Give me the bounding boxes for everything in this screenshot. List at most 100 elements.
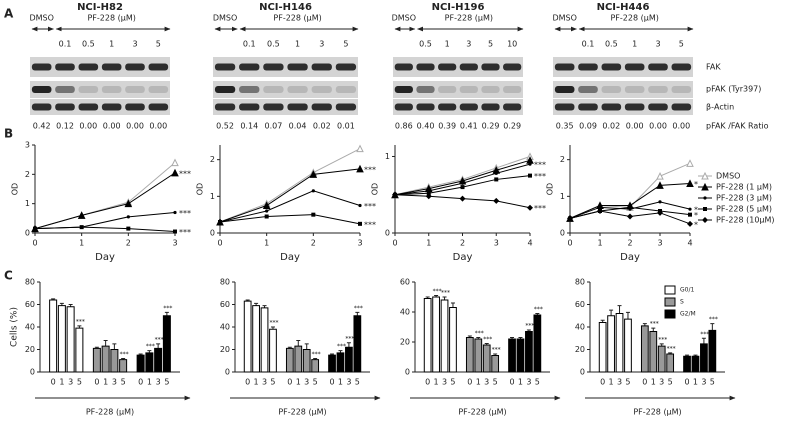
marker: [264, 214, 269, 219]
significance: ***: [492, 347, 501, 354]
x-tick-label: 5: [668, 378, 673, 387]
band: [335, 63, 357, 71]
marker: [688, 207, 692, 211]
x-tick-label: 0: [32, 239, 37, 248]
band: [671, 63, 692, 71]
x-tick-label: 3: [262, 378, 267, 387]
dose: 1: [295, 40, 300, 49]
marker: [425, 193, 432, 200]
bar: [136, 354, 145, 373]
y-tick-label: 20: [575, 345, 585, 354]
ratio: 0.86: [395, 122, 413, 131]
ratio: 0.09: [579, 122, 597, 131]
x-tick-label: 0: [642, 378, 647, 387]
significance: ***: [345, 335, 354, 342]
y-tick-label: 60: [400, 278, 410, 287]
blot-strip: [393, 57, 523, 77]
y-tick-label: 0: [30, 368, 35, 377]
bar: [353, 315, 362, 373]
band: [624, 63, 645, 71]
legend-label: PF-228 (5 μM): [716, 205, 772, 214]
marker: [687, 220, 693, 227]
y-tick-label: 60: [25, 300, 35, 309]
x-tick-label: 3: [657, 239, 662, 248]
dose: 0.5: [82, 40, 95, 49]
x-tick-label: 0: [392, 239, 397, 248]
bar: [110, 349, 119, 373]
legend-label: DMSO: [716, 172, 740, 181]
bar: [607, 315, 615, 373]
marker: [567, 215, 573, 222]
axis: [569, 145, 690, 234]
significance: ***: [337, 343, 346, 350]
band: [78, 63, 99, 71]
x-tick-label: 3: [442, 378, 447, 387]
band: [601, 86, 622, 93]
y-tick-label: 0: [25, 229, 30, 238]
x-tick-label: 3: [526, 378, 531, 387]
y-tick-label: 40: [25, 323, 35, 332]
bar: [154, 347, 163, 373]
significance: ***: [312, 351, 321, 358]
significance: ***: [146, 343, 155, 350]
y-tick-label: 2: [210, 155, 215, 164]
bar: [119, 359, 128, 373]
ratio: 0.02: [313, 122, 331, 131]
marker: [356, 164, 364, 173]
significance: ***: [534, 204, 546, 213]
band: [125, 103, 145, 111]
marker: [657, 209, 663, 216]
bar: [657, 345, 666, 373]
bar: [92, 347, 101, 373]
band: [335, 103, 357, 111]
bar: [465, 337, 474, 373]
band: [125, 86, 145, 93]
bar: [700, 343, 708, 373]
x-tick-label: 1: [476, 378, 481, 387]
panel-label: C: [4, 269, 13, 283]
x-tick-label: 1: [693, 378, 698, 387]
line: [34, 211, 176, 230]
x-tick-label: 0: [509, 378, 514, 387]
band: [239, 63, 260, 71]
dose: 1: [632, 40, 637, 49]
bar: [328, 354, 336, 373]
band: [394, 86, 413, 93]
y-tick-label: 60: [220, 300, 230, 309]
y-tick-label: 60: [575, 300, 585, 309]
band: [503, 103, 522, 111]
significance: ***: [354, 305, 363, 312]
x-tick-label: 1: [147, 378, 152, 387]
x-tick-label: 2: [460, 239, 465, 248]
cell-line: NCI-H146: [259, 2, 312, 13]
x-tick-label: 0: [467, 378, 472, 387]
bar: [508, 338, 516, 373]
x-axis-label: PF-228 (μM): [633, 408, 681, 417]
y-tick-label: 20: [220, 345, 230, 354]
band: [263, 63, 284, 71]
blot-strip: [213, 57, 358, 77]
band: [578, 103, 598, 111]
bar: [683, 355, 691, 373]
y-axis-label: OD: [11, 183, 20, 195]
ratio: 0.29: [482, 122, 500, 131]
band: [311, 103, 332, 111]
x-tick-label: 4: [527, 239, 532, 248]
x-tick-label: 4: [687, 239, 692, 248]
band: [481, 63, 500, 71]
marker: [171, 168, 179, 177]
band: [459, 103, 478, 111]
y-axis-label: Cells (%): [10, 307, 20, 347]
marker: [311, 189, 315, 193]
bar: [482, 344, 491, 373]
x-tick-label: 1: [434, 378, 439, 387]
marker: [528, 173, 532, 178]
control-label: DMSO: [552, 14, 576, 23]
y-axis-label: OD: [371, 183, 380, 195]
band: [394, 103, 413, 111]
x-tick-label: 3: [484, 378, 489, 387]
x-tick-label: 1: [254, 378, 259, 387]
x-tick-label: 3: [494, 239, 499, 248]
x-tick-label: 5: [77, 378, 82, 387]
band: [287, 86, 308, 93]
